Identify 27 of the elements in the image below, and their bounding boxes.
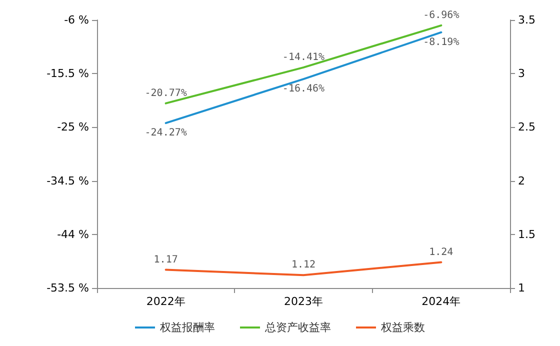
y2-tick-label: 2: [518, 174, 525, 188]
data-label: 1.17: [154, 254, 178, 266]
legend-label: 权益乘数: [380, 321, 425, 334]
y-tick-label: -34.5 %: [46, 174, 89, 188]
y2-tick-label: 1: [518, 282, 525, 294]
data-label: -16.46%: [282, 84, 325, 95]
y2-tick-label: 3.5: [518, 14, 536, 26]
y2-tick-label: 1.5: [518, 228, 536, 241]
y2-tick-label: 2.5: [518, 120, 536, 134]
y-tick-label: -15.5 %: [46, 67, 89, 80]
data-label: -6.96%: [423, 10, 460, 21]
data-label: -20.77%: [144, 88, 187, 99]
data-label: 1.24: [429, 246, 454, 258]
data-label: 1.12: [291, 260, 316, 271]
data-label: -8.19%: [423, 36, 460, 48]
y2-tick-label: 3: [518, 67, 525, 80]
y-tick-label: -44 %: [57, 228, 89, 241]
data-label: -14.41%: [282, 52, 325, 63]
x-tick-label: 2023年: [284, 295, 323, 308]
y-tick-label: -53.5 %: [46, 282, 89, 294]
x-tick-label: 2022年: [146, 295, 186, 308]
legend-label: 权益报酬率: [159, 321, 215, 334]
y-tick-label: -6 %: [64, 14, 89, 26]
data-label: -24.27%: [144, 128, 187, 139]
x-tick-label: 2024年: [422, 295, 461, 308]
legend-label: 总资产收益率: [264, 321, 331, 334]
y-tick-label: -25 %: [57, 120, 89, 134]
